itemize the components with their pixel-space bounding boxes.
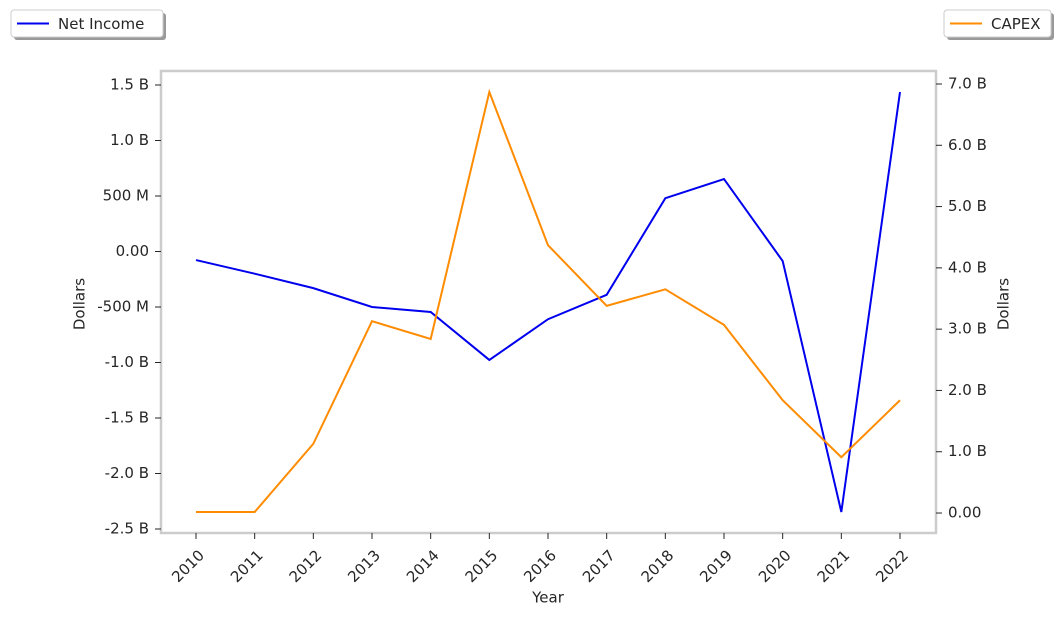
y2-tick-label: 7.0 B — [948, 74, 987, 92]
x-tick-label: 2016 — [520, 546, 560, 586]
y-tick-label: 1.5 B — [110, 75, 149, 93]
y2-tick-label: 1.0 B — [948, 442, 987, 460]
x-tick-label: 2012 — [286, 546, 326, 586]
y2-tick-label: 2.0 B — [948, 381, 987, 399]
x-tick-label: 2011 — [227, 546, 267, 586]
x-tick-label: 2010 — [168, 546, 208, 586]
x-tick-label: 2022 — [872, 546, 912, 586]
y-tick-label: 500 M — [103, 186, 149, 204]
y-tick-label: -500 M — [97, 297, 149, 315]
y-tick-label: -2.5 B — [105, 520, 149, 538]
x-tick-label: 2020 — [755, 546, 795, 586]
x-tick-label: 2013 — [344, 546, 384, 586]
x-tick-label: 2017 — [579, 546, 619, 586]
x-tick-label: 2021 — [814, 546, 854, 586]
legend-box — [943, 9, 1052, 38]
y2-tick-label: 6.0 B — [948, 136, 987, 154]
x-tick-label: 2015 — [462, 546, 502, 586]
y-tick-label: -1.5 B — [105, 408, 149, 426]
y2-tick-label: 0.00 — [948, 504, 981, 522]
legend-box — [10, 9, 164, 38]
data-line — [196, 88, 901, 514]
y2-tick-label: 3.0 B — [948, 320, 987, 338]
x-tick-label: 2014 — [403, 546, 443, 586]
data-line — [195, 91, 901, 513]
x-axis-label: Year — [531, 589, 565, 607]
x-tick-label: 2019 — [696, 546, 736, 586]
y-tick-label: -2.0 B — [105, 464, 149, 482]
legend-label: Net Income — [58, 15, 144, 33]
y-axis-label: Dollars — [71, 278, 89, 330]
y-tick-label: 0.00 — [116, 242, 149, 260]
y-tick-label: -1.0 B — [105, 353, 149, 371]
y2-tick-label: 4.0 B — [948, 258, 987, 276]
y2-tick-label: 5.0 B — [948, 197, 987, 215]
legend-label: CAPEX — [991, 15, 1041, 33]
y-tick-label: 1.0 B — [110, 131, 149, 149]
plot-frame — [159, 69, 938, 535]
y2-axis-label: Dollars — [995, 278, 1013, 330]
x-tick-label: 2018 — [638, 546, 678, 586]
